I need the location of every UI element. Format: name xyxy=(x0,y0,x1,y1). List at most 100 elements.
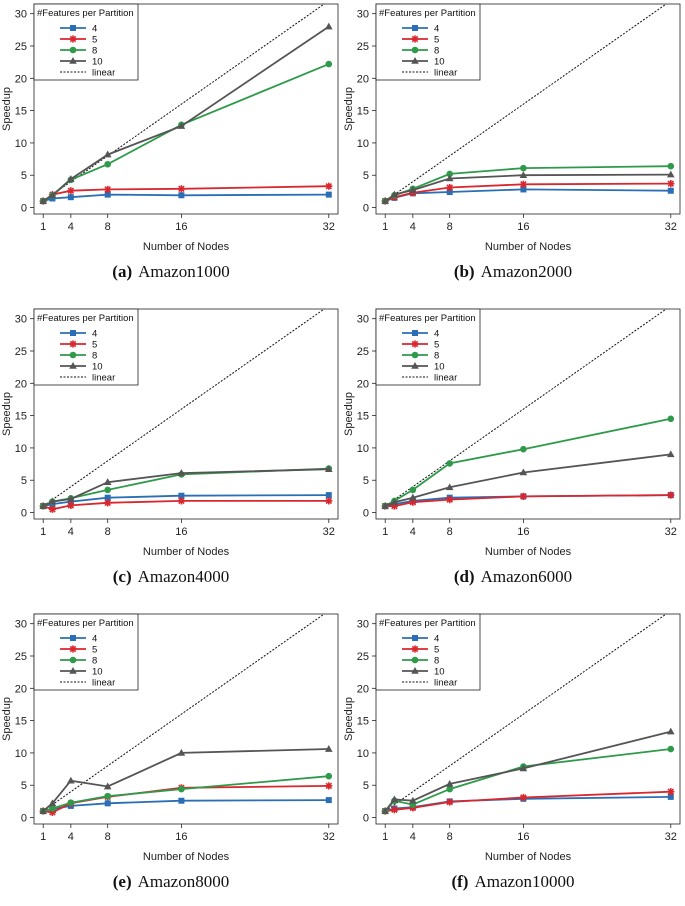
series-10 xyxy=(39,465,333,509)
legend-label-linear: linear xyxy=(434,68,457,79)
legend-label-4: 4 xyxy=(434,24,439,35)
legend-swatch-marker-8 xyxy=(69,656,77,664)
legend-swatch-marker-10 xyxy=(411,667,419,674)
series-4 xyxy=(382,186,674,205)
data-point-8 xyxy=(446,785,453,793)
legend-swatch-marker-5 xyxy=(69,340,77,348)
data-point-8 xyxy=(49,805,56,812)
x-tick-label: 32 xyxy=(323,221,335,233)
data-point-8 xyxy=(667,162,675,170)
chart-panel-d: 0 5 10 15 20 25 30 1 4 8 16 32 Number of Nodes Speedu… xyxy=(342,305,684,601)
panel-caption: (c) Amazon4000 xyxy=(0,567,342,587)
plot-area xyxy=(33,613,339,825)
y-tick-label: 20 xyxy=(15,378,27,390)
y-tick-label: 10 xyxy=(357,748,369,760)
data-point-10 xyxy=(177,469,186,476)
y-tick-label: 5 xyxy=(363,475,369,487)
data-point-10 xyxy=(177,748,186,756)
data-point-10 xyxy=(324,22,333,30)
legend-swatch-marker-5 xyxy=(411,340,419,348)
data-point-5 xyxy=(667,491,675,499)
plot-area xyxy=(375,613,681,825)
legend-swatch-marker-4 xyxy=(70,635,76,641)
x-tick-label: 16 xyxy=(517,831,529,843)
data-point-10 xyxy=(103,782,112,790)
legend-label-4: 4 xyxy=(92,634,97,645)
data-point-8 xyxy=(325,60,333,68)
legend-swatch-marker-10 xyxy=(411,57,419,64)
legend-label-linear: linear xyxy=(434,678,457,689)
data-point-10 xyxy=(390,498,399,505)
data-point-5 xyxy=(104,499,112,507)
y-tick-label: 20 xyxy=(357,683,369,695)
legend-title: #Features per Partition xyxy=(37,618,134,629)
data-point-10 xyxy=(39,197,48,204)
panel-label: (c) xyxy=(112,567,132,586)
legend-swatch-marker-4 xyxy=(70,330,76,336)
x-axis-label: Number of Nodes xyxy=(485,241,572,253)
x-tick-label: 16 xyxy=(175,526,187,538)
data-point-5 xyxy=(177,497,185,505)
x-tick-label: 16 xyxy=(175,221,187,233)
panel-title: Amazon6000 xyxy=(480,567,573,586)
x-tick-label: 8 xyxy=(447,221,453,233)
legend-label-8: 8 xyxy=(434,351,439,362)
data-point-5 xyxy=(325,782,333,790)
legend-label-5: 5 xyxy=(434,35,439,46)
legend-label-5: 5 xyxy=(92,645,97,656)
legend-box xyxy=(375,613,481,691)
data-point-10 xyxy=(666,170,675,178)
series-line-8 xyxy=(42,63,330,202)
y-tick-label: 5 xyxy=(21,475,27,487)
data-point-10 xyxy=(103,478,112,485)
y-tick-label: 5 xyxy=(21,780,27,792)
y-tick-label: 15 xyxy=(357,106,369,118)
data-point-10 xyxy=(445,174,454,182)
series-5 xyxy=(381,788,675,815)
data-point-4 xyxy=(520,186,527,193)
panel-caption: (e) Amazon8000 xyxy=(0,872,342,892)
legend-swatch-marker-8 xyxy=(69,46,77,54)
legend-label-5: 5 xyxy=(92,35,97,46)
data-point-5 xyxy=(667,180,675,188)
legend-swatch-marker-8 xyxy=(411,351,419,359)
panel-title: Amazon8000 xyxy=(137,872,230,891)
legend-title: #Features per Partition xyxy=(37,8,134,19)
y-tick-label: 25 xyxy=(357,651,369,663)
y-tick-label: 20 xyxy=(357,378,369,390)
data-point-5 xyxy=(519,180,527,188)
legend-label-10: 10 xyxy=(434,667,445,678)
panel-title: Amazon1000 xyxy=(138,262,230,281)
legend-swatch-marker-10 xyxy=(69,667,77,674)
x-axis-label: Number of Nodes xyxy=(143,241,230,253)
legend-box xyxy=(375,3,481,81)
y-tick-label: 30 xyxy=(15,619,27,631)
linear-reference-line xyxy=(42,4,326,202)
legend-swatch-marker-10 xyxy=(69,362,77,369)
data-point-5 xyxy=(67,187,75,195)
data-point-8 xyxy=(67,799,75,806)
x-tick-label: 8 xyxy=(447,526,453,538)
x-tick-label: 1 xyxy=(382,221,388,233)
legend-label-4: 4 xyxy=(92,24,97,35)
x-tick-label: 4 xyxy=(410,526,416,538)
x-tick-label: 4 xyxy=(410,831,416,843)
plot-area xyxy=(375,308,681,520)
legend-label-5: 5 xyxy=(434,340,439,351)
y-axis-label: Speedup xyxy=(343,392,355,436)
x-tick-label: 32 xyxy=(665,526,677,538)
chart-svg: 0 5 10 15 20 25 30 1 4 8 16 32 Number of Nodes Speedu… xyxy=(1,3,339,253)
x-tick-label: 4 xyxy=(410,221,416,233)
y-tick-label: 30 xyxy=(357,619,369,631)
x-tick-label: 8 xyxy=(105,221,111,233)
data-point-10 xyxy=(519,171,528,179)
series-8 xyxy=(39,772,333,815)
y-tick-label: 15 xyxy=(15,106,27,118)
data-point-10 xyxy=(390,190,399,198)
data-point-10 xyxy=(445,779,454,787)
data-point-4 xyxy=(104,800,111,807)
y-axis-label: Speedup xyxy=(1,87,13,131)
series-line-8 xyxy=(384,748,671,812)
chart-svg: 0 5 10 15 20 25 30 1 4 8 16 32 Number of Nodes Speedu… xyxy=(343,613,681,863)
legend-swatch-marker-4 xyxy=(412,635,418,641)
